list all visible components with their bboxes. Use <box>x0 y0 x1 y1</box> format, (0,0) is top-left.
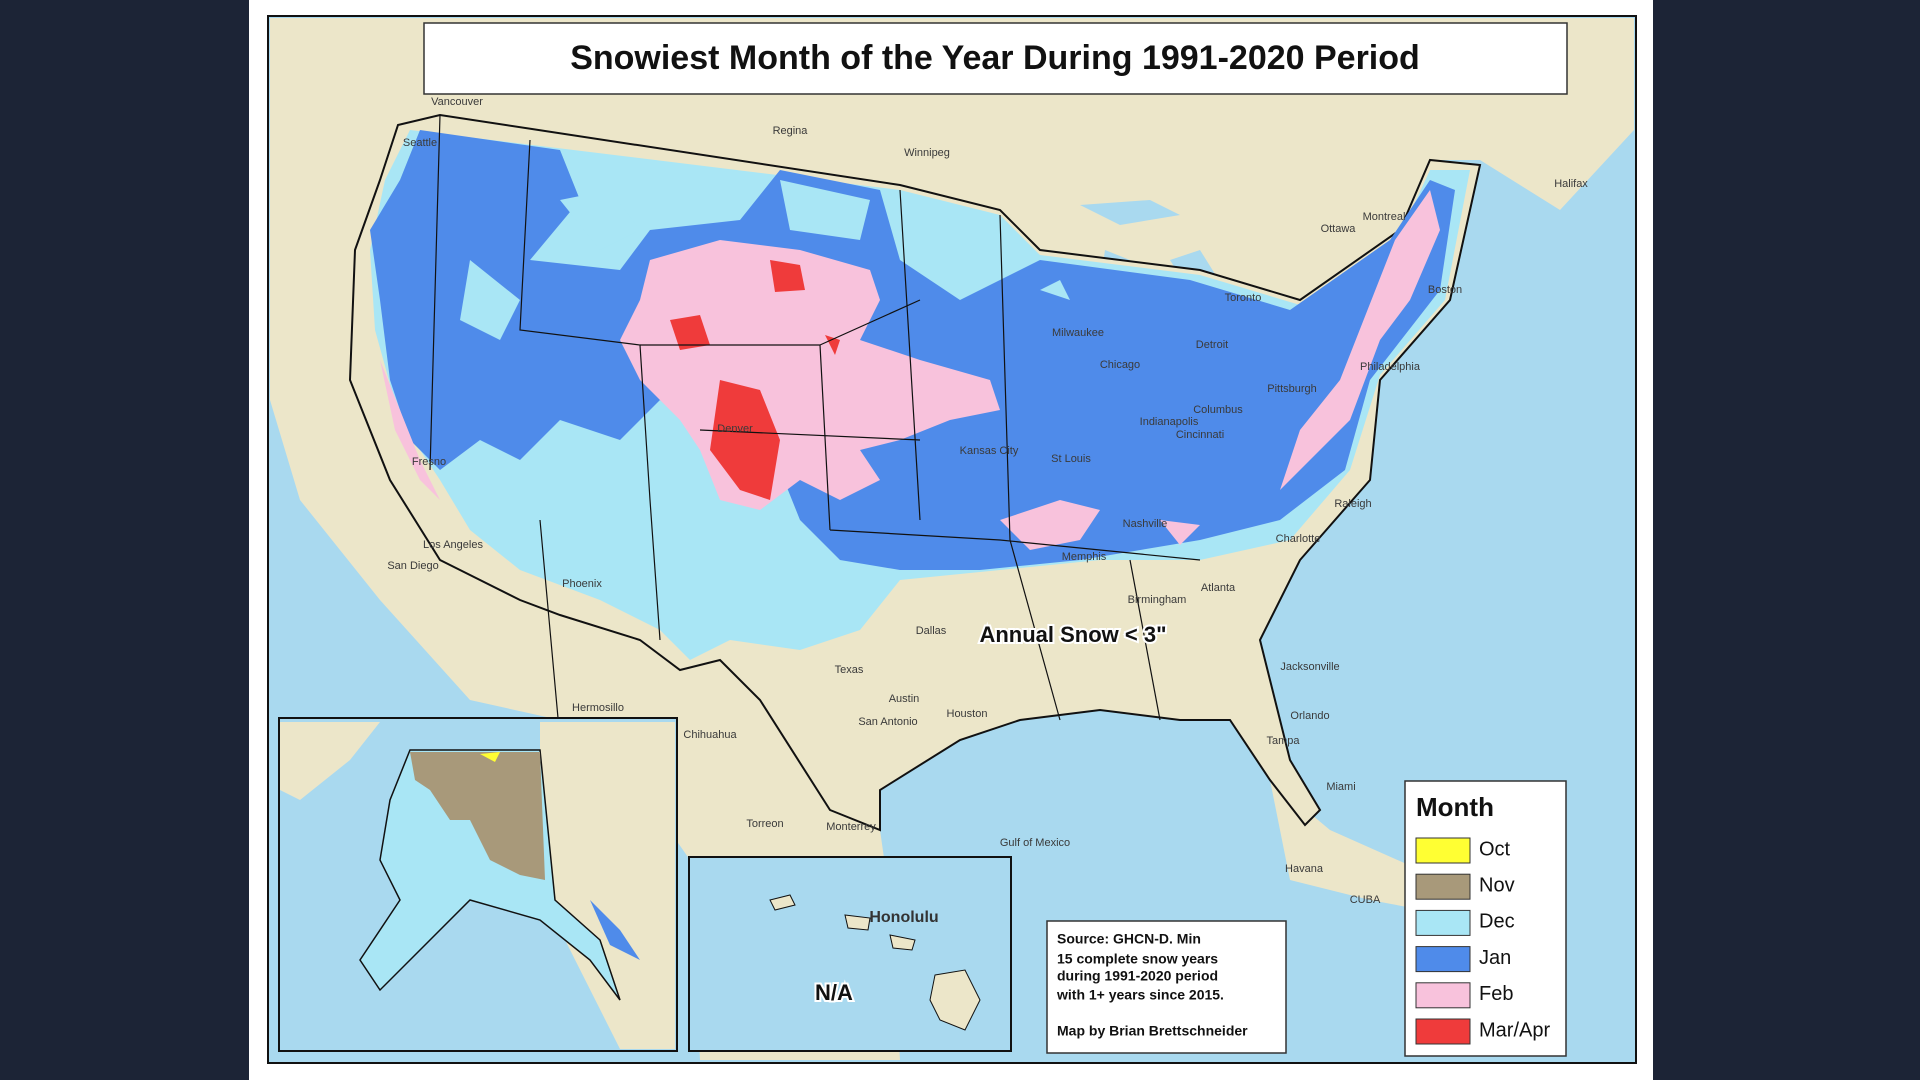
snow-region <box>670 260 840 500</box>
hawaii-inset: Honolulu N/A <box>688 856 1012 1052</box>
snow-region <box>380 190 1440 550</box>
place-label: Charlotte <box>1276 533 1321 545</box>
place-label: Seattle <box>403 137 437 149</box>
place-label: Orlando <box>1290 710 1329 722</box>
place-label: Pittsburgh <box>1267 383 1317 395</box>
place-label: Gulf of Mexico <box>1000 837 1070 849</box>
place-label: Raleigh <box>1334 498 1371 510</box>
place-label: Ottawa <box>1321 223 1357 235</box>
place-label: Halifax <box>1554 178 1588 190</box>
place-label: Denver <box>717 423 753 435</box>
place-label: Tampa <box>1266 735 1300 747</box>
source-text: Source: GHCN-D. Min 15 complete snow year… <box>1056 931 1224 1003</box>
place-label: Detroit <box>1196 339 1228 351</box>
place-label: Birmingham <box>1128 594 1187 606</box>
annotation: Annual Snow < 3" <box>979 622 1166 647</box>
legend-swatch <box>1415 909 1471 936</box>
legend-label: Jan <box>1479 947 1511 969</box>
state-lines <box>429 114 1201 741</box>
place-label: Havana <box>1285 863 1324 875</box>
legend-swatch <box>1415 837 1471 864</box>
place-label: Columbus <box>1193 404 1243 416</box>
legend-swatch <box>1415 1018 1471 1045</box>
place-label: Milwaukee <box>1052 327 1104 339</box>
place-label: Chicago <box>1100 359 1140 371</box>
title: Snowiest Month of the Year During 1991-2… <box>570 39 1420 77</box>
place-label: Texas <box>835 664 864 676</box>
land <box>270 18 1634 1060</box>
place-label: Regina <box>773 125 809 137</box>
place-label: Honolulu <box>869 909 938 926</box>
place-label: Winnipeg <box>904 147 950 159</box>
na-label: N/A <box>815 980 853 1005</box>
map-shape <box>429 114 1201 741</box>
place-label: Torreon <box>746 818 783 830</box>
place-label: Jacksonville <box>1280 661 1339 673</box>
place-label: Toronto <box>1225 292 1262 304</box>
place-label: Vancouver <box>431 96 483 108</box>
legend-label: Oct <box>1479 838 1511 860</box>
source-line: with 1+ years since 2015. <box>1056 987 1224 1003</box>
place-label: San Antonio <box>858 716 917 728</box>
land <box>280 722 675 1049</box>
place-label: Philadelphia <box>1360 361 1421 373</box>
place-label: Montreal <box>1363 211 1406 223</box>
snow-region <box>410 752 545 880</box>
alaska-inset <box>278 717 678 1052</box>
place-label: Cincinnati <box>1176 429 1224 441</box>
place-label: Phoenix <box>562 578 602 590</box>
legend-label: Mar/Apr <box>1479 1019 1550 1041</box>
place-label: Austin <box>889 693 920 705</box>
credit: Map by Brian Brettschneider <box>1057 1023 1248 1039</box>
place-label: Houston <box>947 708 988 720</box>
source-line: during 1991-2020 period <box>1057 968 1218 984</box>
legend-label: Feb <box>1479 983 1513 1005</box>
title-box <box>423 22 1568 95</box>
place-label: Dallas <box>916 625 947 637</box>
place-label: Fresno <box>412 456 446 468</box>
source-line: 15 complete snow years <box>1057 951 1218 967</box>
island <box>769 894 981 1031</box>
legend-label: Dec <box>1479 911 1515 933</box>
place-label: Monterrey <box>826 821 876 833</box>
legend-swatch <box>1415 982 1471 1009</box>
place-label: Kansas City <box>960 445 1019 457</box>
source-box <box>1046 920 1287 1054</box>
place-label: CUBA <box>1350 894 1381 906</box>
place-label: Miami <box>1326 781 1355 793</box>
place-label: Hermosillo <box>572 702 624 714</box>
snow-region <box>460 180 1070 340</box>
snow-region <box>359 749 621 1001</box>
legend-swatch <box>1415 946 1471 973</box>
place-label: Memphis <box>1062 551 1107 563</box>
place-label: Los Angeles <box>423 539 483 551</box>
source-line: Source: GHCN-D. Min <box>1057 931 1201 947</box>
legend-swatch <box>1415 873 1471 900</box>
snow-region <box>480 752 500 762</box>
place-label: San Diego <box>387 560 438 572</box>
place-label: St Louis <box>1051 453 1091 465</box>
legend-items: Oct Nov Dec Jan Feb Mar/Apr <box>1415 837 1550 1045</box>
snow-region <box>370 130 1455 570</box>
legend-title: Month <box>1416 792 1494 822</box>
place-label: Nashville <box>1123 518 1168 530</box>
map-labels: Vancouver Regina Winnipeg Ottawa Montreal Hal… <box>387 96 1588 906</box>
legend-label: Nov <box>1479 874 1515 896</box>
place-label: Boston <box>1428 284 1462 296</box>
place-label: Indianapolis <box>1140 416 1199 428</box>
place-label: Chihuahua <box>683 729 737 741</box>
place-label: Atlanta <box>1201 582 1236 594</box>
snow-region <box>590 900 640 960</box>
